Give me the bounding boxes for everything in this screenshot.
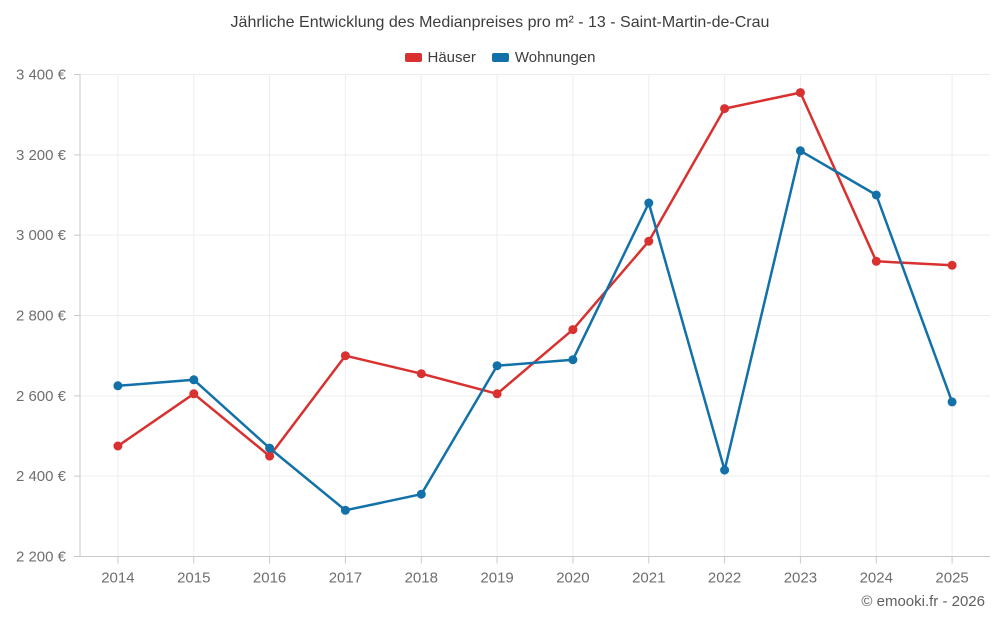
series-hauser-point-2014 [113, 441, 123, 451]
series-hauser-point-2015 [189, 389, 199, 399]
y-axis-label: 2 800 € [16, 308, 67, 325]
y-axis-label: 2 400 € [16, 468, 67, 485]
x-axis-label: 2017 [329, 570, 362, 587]
series-wohnungen-point-2015 [189, 375, 199, 385]
chart-legend: Häuser Wohnungen [0, 48, 1000, 66]
series-hauser-point-2018 [416, 369, 426, 379]
series-wohnungen-line [116, 149, 954, 512]
series-wohnungen-point-2019 [492, 361, 502, 371]
x-axis-label: 2016 [253, 570, 286, 587]
x-axis-label: 2020 [556, 570, 589, 587]
legend-swatch-icon [404, 52, 422, 62]
copyright-footer: © emooki.fr - 2026 [861, 593, 985, 610]
series-wohnungen-point-2023 [795, 146, 805, 156]
series-hauser-point-2022 [720, 104, 730, 114]
y-axis-label: 2 600 € [16, 388, 67, 405]
series-wohnungen-point-2018 [416, 489, 426, 499]
series-wohnungen-point-2025 [947, 397, 957, 407]
y-axis-label: 2 200 € [16, 549, 67, 566]
x-axis-label: 2022 [708, 570, 741, 587]
series-wohnungen-point-2024 [871, 190, 881, 200]
x-axis-label: 2023 [784, 570, 817, 587]
series-wohnungen-point-2020 [568, 355, 578, 365]
series-hauser-point-2021 [644, 236, 654, 246]
series-hauser-point-2019 [492, 389, 502, 399]
y-axis-label: 3 400 € [16, 67, 67, 84]
legend-item-wohnungen[interactable]: Wohnungen [491, 48, 596, 66]
legend-label: Häuser [427, 48, 476, 66]
series-wohnungen-point-2017 [340, 505, 350, 515]
x-axis-label: 2019 [480, 570, 513, 587]
series-wohnungen-point-2022 [720, 465, 730, 475]
legend-item-hauser[interactable]: Häuser [404, 48, 476, 66]
series-hauser-point-2025 [947, 260, 957, 270]
y-axis-label: 3 200 € [16, 147, 67, 164]
chart-title: Jährliche Entwicklung des Medianpreises … [230, 14, 770, 31]
x-axis-label: 2014 [101, 570, 134, 587]
series-hauser-point-2017 [340, 351, 350, 361]
x-axis-label: 2021 [632, 570, 665, 587]
legend-swatch-icon [491, 52, 509, 62]
series-wohnungen-point-2014 [113, 381, 123, 391]
legend-label: Wohnungen [514, 48, 596, 66]
series-wohnungen-point-2021 [644, 198, 654, 208]
y-axis-label: 3 000 € [16, 227, 67, 244]
x-axis-label: 2025 [935, 570, 968, 587]
series-hauser-point-2020 [568, 325, 578, 335]
series-hauser-line [116, 91, 954, 458]
x-axis-label: 2018 [405, 570, 438, 587]
series-wohnungen-point-2016 [265, 443, 275, 453]
series-hauser-point-2016 [265, 451, 275, 461]
series-hauser-point-2024 [871, 256, 881, 266]
x-axis-label: 2024 [860, 570, 893, 587]
series-hauser-point-2023 [795, 88, 805, 98]
x-axis-label: 2015 [177, 570, 210, 587]
